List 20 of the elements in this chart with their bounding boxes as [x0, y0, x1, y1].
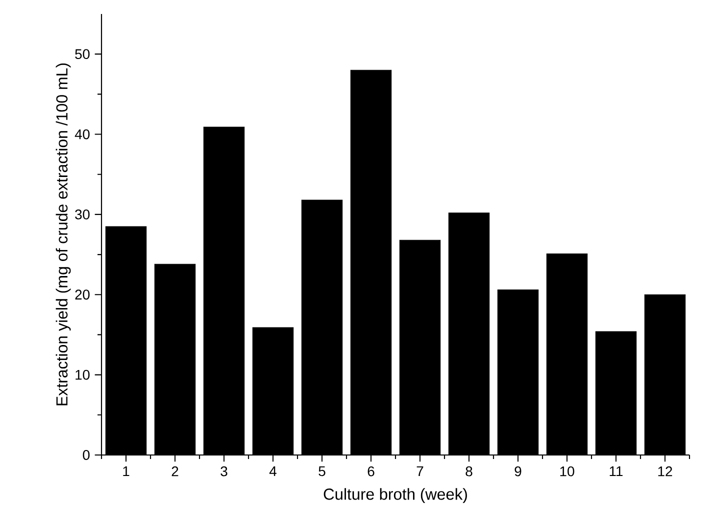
x-tick-label: 5 [318, 466, 326, 476]
x-tick-label: 4 [269, 466, 276, 476]
x-tick-label: 6 [368, 466, 374, 476]
x-tick-label: 12 [658, 466, 672, 476]
x-tick-label: 11 [610, 466, 623, 476]
x-tick-label: 8 [466, 466, 472, 476]
y-axis-title: Extraction yield (mg of crude extraction /100 mL) [56, 63, 71, 406]
x-tick-label: 10 [560, 466, 574, 476]
x-tick-label: 9 [514, 466, 522, 476]
y-tick-label: 50 [75, 49, 90, 60]
y-tick-label: 30 [75, 210, 90, 220]
y-tick-label: 0 [82, 450, 90, 460]
x-tick-label: 1 [123, 466, 130, 476]
y-tick-label: 20 [75, 290, 90, 300]
x-tick-label: 7 [416, 466, 424, 476]
x-tick-label: 2 [172, 466, 178, 476]
x-tick-label: 3 [220, 466, 228, 476]
x-axis-title: Culture broth (week) [324, 488, 467, 503]
y-tick-label: 40 [74, 129, 90, 140]
y-tick-label: 10 [76, 370, 90, 380]
